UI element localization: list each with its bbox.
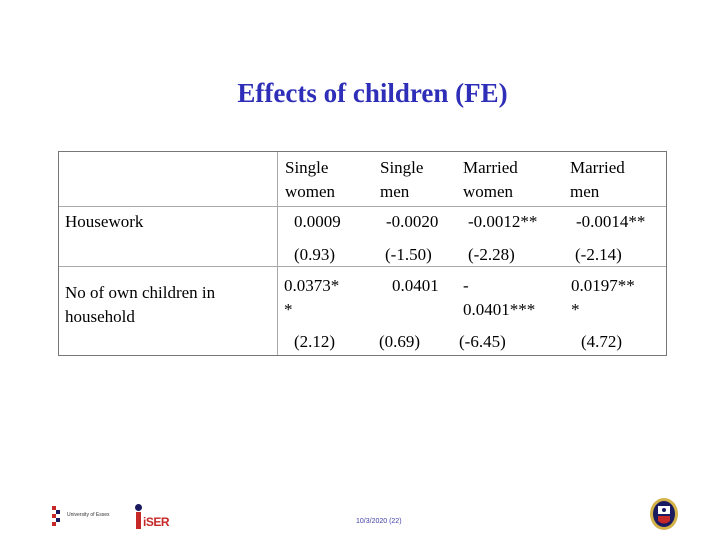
tstat-cell: (-6.45): [459, 332, 506, 351]
slide-title: Effects of children (FE): [237, 78, 508, 108]
tstat-cell: (-2.28): [468, 245, 515, 264]
tstat-cell: (0.93): [294, 245, 336, 264]
table-divider: [59, 266, 666, 267]
estimate-cell: 0.0009: [294, 212, 341, 231]
oxford-crest-icon: [650, 498, 678, 530]
row-label-housework: Housework: [65, 212, 144, 231]
header-single-women: Single women: [285, 158, 336, 201]
estimate-cell: 0.0401: [392, 276, 439, 295]
results-table: Single women Single men Married women Ma…: [58, 151, 667, 356]
header-married-women: Married women: [463, 158, 518, 201]
estimate-cell: -0.0012**: [468, 212, 538, 231]
iser-logo: iSER: [133, 502, 173, 532]
estimate-cell: 0.0197** *: [571, 276, 635, 319]
tstat-cell: (-1.50): [385, 245, 432, 264]
estimate-cell: - 0.0401***: [463, 276, 536, 319]
header-single-men: Single men: [380, 158, 424, 201]
footer-date: 10/3/2020 (22): [356, 518, 402, 525]
tstat-cell: (4.72): [581, 332, 623, 351]
header-married-men: Married men: [570, 158, 625, 201]
estimate-cell: -0.0014**: [576, 212, 646, 231]
essex-mark-icon: [52, 506, 64, 528]
tstat-cell: (2.12): [294, 332, 336, 351]
tstat-cell: (0.69): [379, 332, 421, 351]
iser-logo-text: iSER: [143, 515, 170, 529]
row-label-children: No of own children in household: [65, 283, 216, 326]
essex-logo-text: University of Essex: [67, 512, 110, 518]
estimate-cell: 0.0373* *: [284, 276, 340, 319]
tstat-cell: (-2.14): [575, 245, 622, 264]
estimate-cell: -0.0020: [386, 212, 439, 231]
table-divider: [59, 206, 666, 207]
table-divider: [277, 152, 278, 355]
